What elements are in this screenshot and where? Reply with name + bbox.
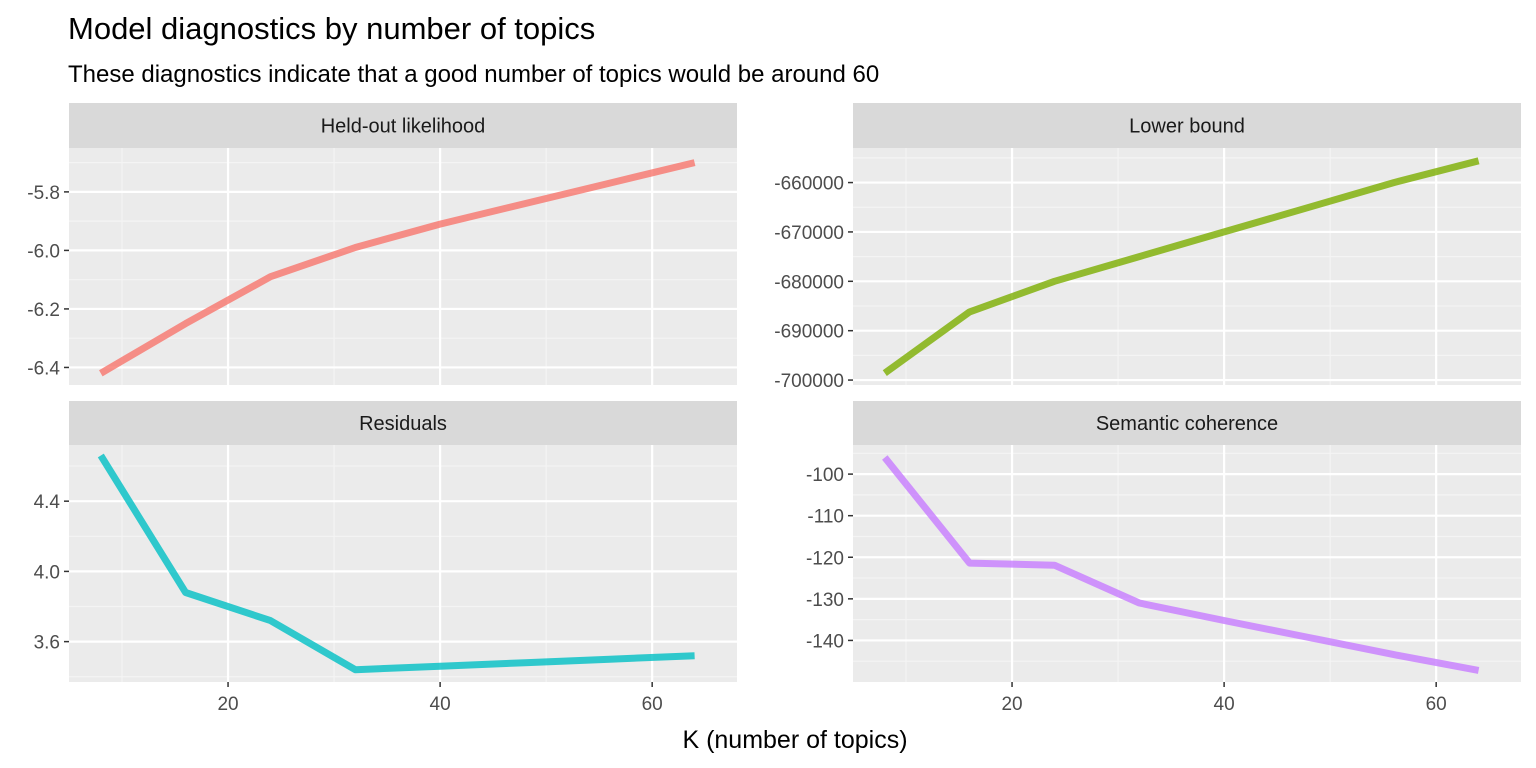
facet-panels: Held-out likelihood -6.4 -6.2 -6.0 -5.8 Lower…: [27, 103, 1521, 682]
series-line-residuals: [97, 453, 695, 674]
y-tick-label: 4.4: [34, 492, 61, 513]
y-tick-label: -6.0: [27, 241, 60, 262]
panel-background-held-out-likelihood: [69, 148, 737, 385]
x-tick-label: 60: [1426, 694, 1447, 715]
y-tick-label: 3.6: [34, 633, 60, 654]
x-tick-label: 40: [1214, 694, 1235, 715]
chart-title: Model diagnostics by number of topics: [68, 11, 595, 46]
y-tick-label: -130: [806, 590, 844, 611]
strip-semantic-coherence: [853, 401, 1521, 445]
panel-background-lower-bound: [853, 148, 1521, 385]
y-tick-label: 4.0: [34, 562, 60, 583]
strip-label-lower-bound: Lower bound: [1129, 116, 1245, 138]
y-tick-label: -6.2: [27, 300, 60, 321]
y-tick-label: -690000: [774, 322, 844, 343]
y-tick-label: -140: [806, 631, 844, 652]
x-axis-title: K (number of topics): [682, 726, 907, 754]
y-tick-label: -5.8: [27, 183, 60, 204]
strip-label-semantic-coherence: Semantic coherence: [1096, 413, 1278, 435]
x-tick-label: 20: [217, 694, 238, 715]
series-line-semantic-coherence: [882, 455, 1480, 674]
panel-semantic-coherence: Semantic coherence -140 -130 -120 -110 -100: [806, 401, 1521, 682]
x-tick-label: 40: [430, 694, 451, 715]
y-tick-label: -660000: [774, 174, 844, 195]
y-tick-label: -120: [806, 548, 844, 569]
chart-subtitle: These diagnostics indicate that a good n…: [68, 61, 879, 88]
panel-lower-bound: Lower bound -700000 -690000 -680000 -670000 -…: [774, 103, 1521, 392]
y-tick-label: -680000: [774, 272, 844, 293]
series-line-lower-bound: [882, 157, 1480, 376]
panel-held-out-likelihood: Held-out likelihood -6.4 -6.2 -6.0 -5.8: [27, 103, 737, 385]
y-tick-label: -6.4: [27, 358, 60, 379]
strip-label-residuals: Residuals: [359, 413, 447, 435]
x-tick-label: 60: [642, 694, 663, 715]
series-line-held-out-likelihood: [99, 159, 696, 377]
strip-held-out-likelihood: [69, 103, 737, 148]
x-axes: 20 40 60 20 40 60: [217, 682, 1447, 715]
panel-residuals: Residuals 3.6 4.0 4.4: [34, 401, 737, 682]
y-tick-label: -110: [807, 507, 844, 528]
strip-lower-bound: [853, 103, 1521, 148]
strip-label-held-out-likelihood: Held-out likelihood: [321, 116, 486, 138]
y-tick-label: -700000: [774, 371, 844, 392]
y-tick-label: -100: [806, 465, 844, 486]
panel-background-semantic-coherence: [853, 445, 1521, 682]
strip-residuals: [69, 401, 737, 445]
y-tick-label: -670000: [774, 223, 844, 244]
x-tick-label: 20: [1001, 694, 1022, 715]
